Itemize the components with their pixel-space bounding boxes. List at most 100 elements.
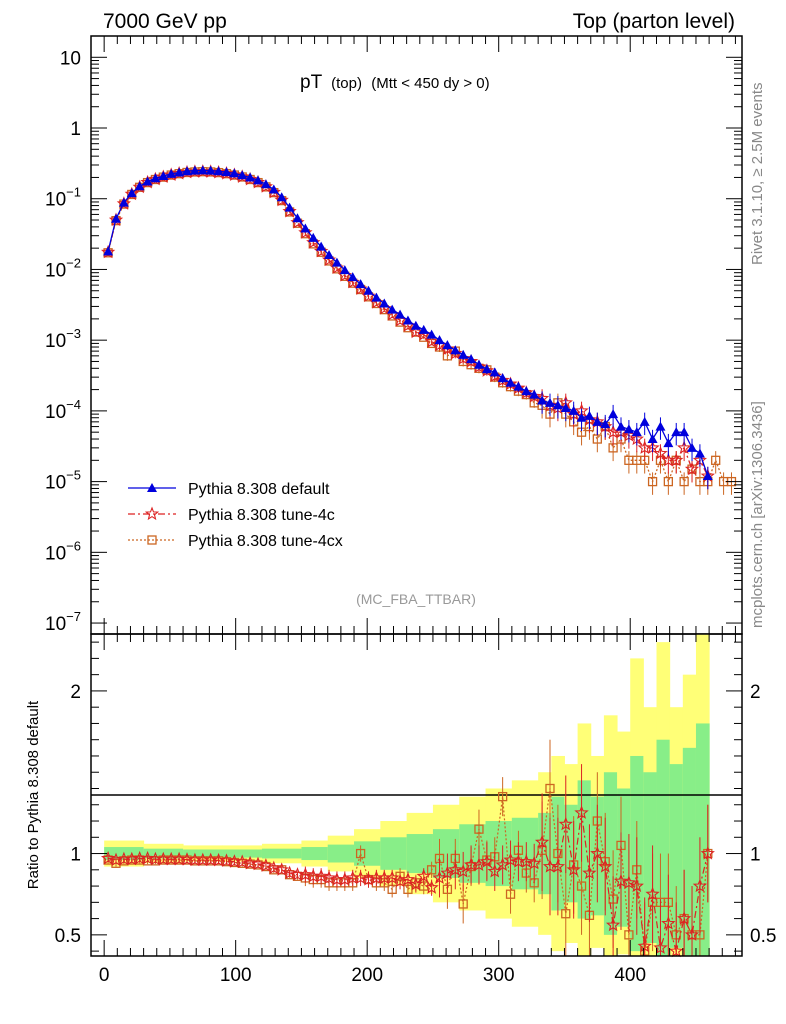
ratio-data-point <box>298 867 313 881</box>
ratio-data-point <box>250 856 266 871</box>
band-green <box>301 847 329 861</box>
data-point <box>253 175 264 185</box>
band-green <box>538 812 552 895</box>
data-point <box>174 167 185 177</box>
data-point <box>150 173 161 183</box>
ratio-data-point <box>621 875 637 889</box>
data-point <box>355 279 366 289</box>
data-point <box>655 421 666 431</box>
ratio-y-tick-label-right: 1 <box>750 845 761 866</box>
ratio-data-point <box>545 783 555 794</box>
data-point <box>647 476 658 487</box>
data-point <box>410 320 421 330</box>
data-point <box>292 213 303 223</box>
ratio-data-point <box>100 850 116 865</box>
data-point <box>653 446 668 460</box>
ratio-data-point <box>519 854 534 868</box>
data-point <box>576 412 587 422</box>
ratio-data-point <box>637 938 652 953</box>
band-green <box>459 824 487 883</box>
data-point <box>497 373 508 383</box>
ratio-data-point <box>385 870 400 885</box>
data-point <box>245 172 256 182</box>
x-tick-label: 300 <box>483 965 515 986</box>
data-point <box>684 461 700 476</box>
data-point <box>258 179 274 193</box>
legend-marker <box>144 506 160 521</box>
data-point <box>647 434 658 444</box>
ratio-data-point <box>219 853 234 867</box>
ratio-data-point <box>424 880 439 894</box>
ratio-data-point <box>355 848 366 859</box>
data-point <box>663 476 674 487</box>
data-point <box>379 298 390 308</box>
ratio-data-point <box>282 865 297 880</box>
ratio-data-point <box>558 816 573 831</box>
band-green <box>354 841 381 866</box>
data-point <box>213 166 224 176</box>
data-point <box>387 304 398 314</box>
main-series-layer <box>100 164 737 495</box>
band-green <box>261 848 302 859</box>
data-point <box>142 176 153 186</box>
data-point <box>584 410 595 420</box>
data-point <box>237 170 248 180</box>
data-point <box>347 272 358 282</box>
ratio-data-point <box>416 868 431 883</box>
band-green <box>380 837 408 870</box>
data-point <box>560 402 571 412</box>
data-point <box>679 476 689 487</box>
ratio-data-point <box>669 943 684 958</box>
ratio-data-point <box>274 862 289 876</box>
data-point <box>110 213 121 223</box>
data-point <box>463 353 479 368</box>
band-green <box>406 834 434 874</box>
ratio-data-point <box>479 854 495 868</box>
ratio-data-point <box>108 852 124 867</box>
header-right: Top (parton level) <box>573 10 735 33</box>
data-point <box>608 409 619 419</box>
data-point <box>711 455 721 465</box>
band-green <box>327 844 355 863</box>
ratio-data-point <box>629 878 644 893</box>
data-point <box>197 165 208 175</box>
band-green <box>695 723 710 956</box>
plot-title-cut: (Mtt < 450 dy > 0) <box>371 75 489 92</box>
main-y-tick-label: 10−4 <box>45 397 81 423</box>
data-point <box>229 168 240 178</box>
data-point <box>189 165 200 175</box>
ratio-data-point <box>400 872 416 886</box>
x-tick-label: 200 <box>351 965 383 986</box>
data-point <box>298 225 313 239</box>
ratio-data-point <box>700 845 715 860</box>
data-point <box>473 359 484 369</box>
ratio-y-tick-label-right: 2 <box>750 682 761 703</box>
ratio-frame <box>90 633 743 957</box>
data-point <box>676 440 692 454</box>
data-point <box>158 170 169 180</box>
data-point <box>568 405 579 415</box>
ratio-series-0 <box>100 764 715 958</box>
ratio-data-point <box>353 870 368 885</box>
ratio-data-point <box>235 854 250 869</box>
legend: Pythia 8.308 default Pythia 8.308 tune-4c… <box>128 481 343 550</box>
plot-title-sub: (top) <box>331 75 362 92</box>
ratio-y-tick-label: 0.5 <box>55 926 81 947</box>
data-point <box>442 340 453 350</box>
data-point <box>687 442 698 452</box>
ratio-data-point <box>576 881 587 891</box>
data-point <box>134 181 145 191</box>
data-point <box>663 438 674 448</box>
data-point <box>408 324 423 339</box>
ratio-data-point <box>613 873 629 888</box>
data-point <box>450 345 461 355</box>
data-point <box>481 364 492 374</box>
ratio-data-point <box>258 858 274 872</box>
ratio-data-point <box>497 791 508 802</box>
ratio-axes-layer: 0.5 0.5 1 1 2 2 0 100 200 300 400 <box>55 634 776 986</box>
main-y-tick-label: 10−2 <box>45 255 81 281</box>
ratio-y-axis-label: Ratio to Pythia 8.308 default <box>25 700 42 889</box>
legend-marker <box>147 535 157 545</box>
ratio-y-tick-label: 2 <box>70 682 81 703</box>
